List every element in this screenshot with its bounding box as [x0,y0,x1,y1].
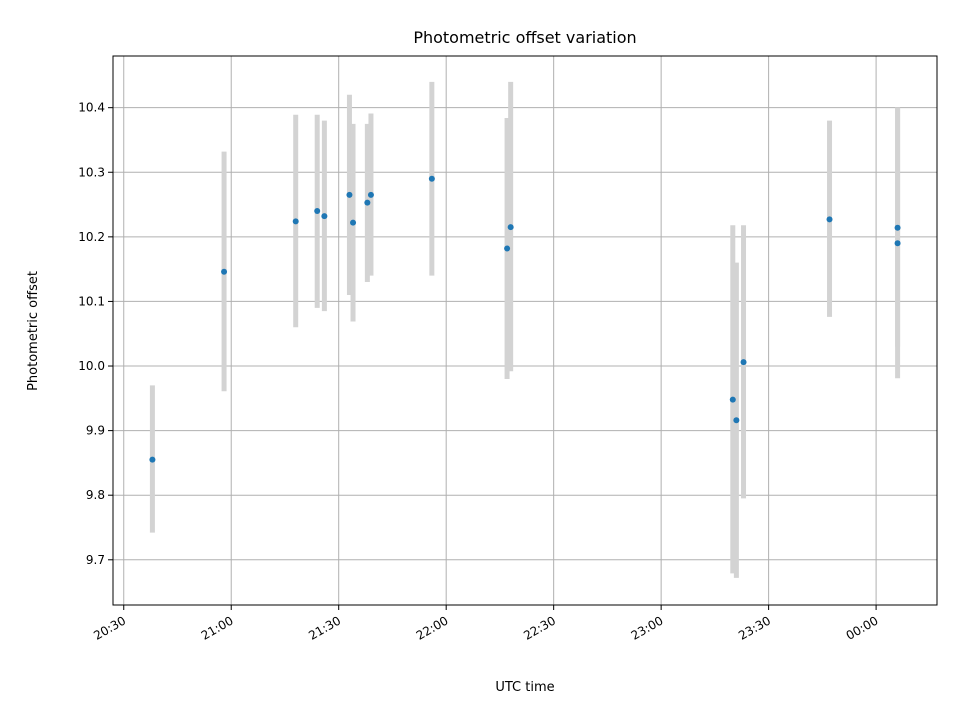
data-point [504,245,511,252]
y-axis-ticks: 9.7 9.8 9.9 10.0 10.1 10.2 10.3 10.4 [78,101,113,567]
data-point [149,456,156,463]
y-tick-label: 9.8 [86,488,105,502]
data-point [350,219,357,226]
data-point [507,224,514,231]
y-tick-label: 10.3 [78,165,105,179]
plot-frame [112,55,938,606]
y-tick-label: 9.7 [86,553,105,567]
data-point [367,191,374,198]
y-tick-label: 10.1 [78,294,105,308]
data-point [740,359,747,366]
data-point [292,218,299,225]
y-axis-label: Photometric offset [26,271,41,391]
data-point [733,417,740,424]
y-tick-label: 10.2 [78,230,105,244]
y-tick-label: 10.0 [78,359,105,373]
data-point [894,224,901,231]
data-point [314,208,321,215]
y-tick-label: 9.9 [86,424,105,438]
data-point [346,191,353,198]
data-point [321,213,328,220]
grid [113,56,937,605]
y-tick-label: 10.4 [78,101,105,115]
chart-title: Photometric offset variation [413,28,636,47]
data-point [221,268,228,275]
x-axis-label: UTC time [495,680,554,695]
data-point [826,216,833,223]
data-point [894,240,901,247]
data-point [428,175,435,182]
data-point [364,199,371,206]
data-point [729,396,736,403]
data-points [149,175,901,463]
